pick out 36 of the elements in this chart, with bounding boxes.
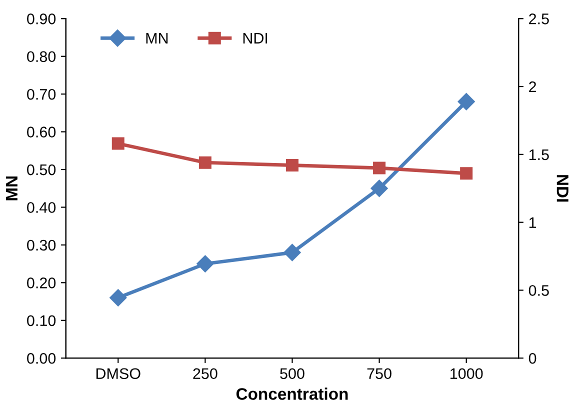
y-tick-label: 0.60 bbox=[27, 126, 56, 138]
x-tick-label: 1000 bbox=[450, 368, 483, 380]
point bbox=[460, 167, 473, 180]
y-tick-label: 0.00 bbox=[27, 352, 56, 364]
y2-tick-label: 2.5 bbox=[529, 14, 549, 24]
point bbox=[284, 244, 301, 262]
y2-tick-label: 1.5 bbox=[529, 149, 549, 160]
y2-tick-label: 0 bbox=[528, 352, 536, 364]
y2-tick-label: 1 bbox=[529, 217, 536, 228]
y-tick-label: 0.10 bbox=[27, 315, 56, 326]
point bbox=[373, 162, 386, 174]
point bbox=[110, 289, 127, 306]
y2-axis-title: NDI bbox=[556, 175, 568, 202]
y-tick-label: 0.40 bbox=[27, 202, 56, 213]
y-tick-label: 0.70 bbox=[27, 88, 56, 100]
y-tick-label: 0.90 bbox=[27, 14, 56, 24]
point bbox=[286, 159, 298, 172]
point bbox=[370, 180, 388, 197]
x-tick-label: 750 bbox=[367, 368, 392, 380]
legend-label: NDI bbox=[243, 32, 268, 44]
point bbox=[196, 255, 214, 272]
point bbox=[458, 93, 475, 110]
y-axis-title: MN bbox=[6, 176, 18, 200]
y-tick-label: 0.50 bbox=[27, 164, 56, 176]
y-tick-label: 0.20 bbox=[27, 278, 56, 288]
x-axis-title: Concentration bbox=[236, 388, 348, 400]
legend-label: MN bbox=[146, 32, 168, 44]
y2-tick-label: 0.5 bbox=[528, 285, 549, 296]
point bbox=[112, 137, 124, 150]
x-tick-label: DMSO bbox=[96, 368, 140, 380]
y2-tick-label: 2 bbox=[529, 81, 536, 92]
point bbox=[198, 156, 212, 169]
y-tick-label: 0.80 bbox=[27, 51, 56, 62]
y-tick-label: 0.30 bbox=[27, 240, 56, 251]
x-tick-label: 250 bbox=[193, 368, 218, 380]
x-tick-label: 500 bbox=[280, 368, 304, 380]
